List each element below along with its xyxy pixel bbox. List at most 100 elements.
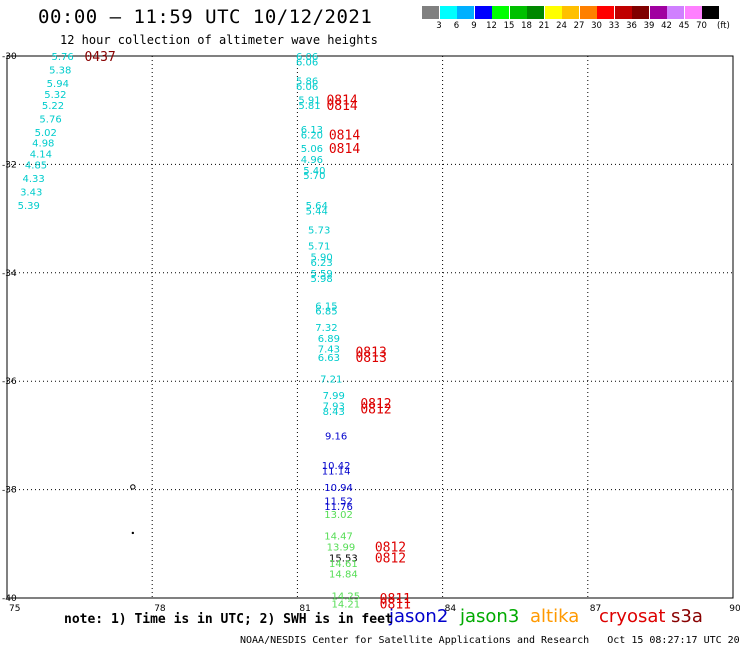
- color-scale-swatch: [649, 6, 667, 19]
- swh-value-label: 7.21: [320, 374, 342, 385]
- swh-value-label: 6.13: [301, 125, 323, 136]
- swh-value-label: 11.52: [324, 496, 353, 507]
- pass-time-label: 0811: [380, 592, 411, 607]
- swh-value-label: 14.84: [329, 570, 358, 581]
- swh-value-label: 5.06: [301, 144, 323, 155]
- color-scale-swatch: [684, 6, 702, 19]
- swh-value-label: 7.43: [318, 345, 340, 356]
- swh-value-label: 5.73: [308, 225, 330, 236]
- swh-value-label: 6.06: [296, 57, 318, 68]
- color-scale-label: 12: [486, 21, 497, 31]
- swh-value-label: 5.44: [306, 206, 328, 217]
- color-scale-swatch: [667, 6, 684, 19]
- pass-time-label: 0437: [84, 50, 115, 65]
- swh-value-label: 14.21: [331, 599, 360, 610]
- pass-time-label: 0813: [355, 345, 386, 360]
- color-scale-label: 36: [626, 21, 637, 31]
- swh-value-label: 5.76: [52, 52, 74, 63]
- color-scale-swatch: [544, 6, 562, 19]
- color-scale-swatch: [579, 6, 597, 19]
- swh-value-label: 7.99: [323, 391, 345, 402]
- chart-title: 00:00 – 11:59 UTC 10/12/2021: [38, 6, 373, 28]
- swh-value-label: 14.25: [331, 591, 360, 602]
- pass-time-label: 0814: [326, 93, 357, 108]
- color-scale-swatch: [597, 6, 614, 19]
- satellite-legend-s3a: s3a: [671, 606, 703, 627]
- swh-value-label: 9.16: [325, 431, 347, 442]
- swh-value-label: 5.02: [35, 128, 57, 139]
- color-scale-label: 9: [471, 21, 477, 31]
- color-scale-swatch: [509, 6, 527, 19]
- color-scale-label: 24: [556, 21, 567, 31]
- y-tick-label: -32: [2, 160, 17, 170]
- swh-value-label: 10.94: [324, 483, 353, 494]
- swh-value-label: 5.70: [303, 171, 325, 182]
- x-tick-label: 90: [729, 604, 740, 614]
- x-tick-label: 81: [299, 604, 310, 614]
- swh-value-label: 5.90: [310, 253, 332, 264]
- color-scale-swatch: [702, 6, 719, 19]
- color-scale-label: 33: [608, 21, 620, 31]
- swh-value-label: 5.64: [306, 201, 328, 212]
- pass-time-label: 0814: [329, 129, 360, 144]
- swh-value-label: 7.32: [315, 323, 337, 334]
- satellite-legend: jason2 jason3 altika cryosat s3a: [0, 606, 740, 632]
- color-scale-swatch: [457, 6, 474, 19]
- swh-value-label: 4.85: [25, 160, 47, 171]
- swh-value-label: 11.14: [322, 467, 351, 478]
- swh-value-label: 5.22: [42, 101, 64, 112]
- color-scale-swatch: [562, 6, 579, 19]
- x-tick-label: 87: [590, 604, 601, 614]
- y-tick-label: -38: [2, 486, 17, 496]
- swh-value-label: 5.59: [310, 269, 332, 280]
- swh-value-label: 6.15: [315, 301, 337, 312]
- pass-time-label: 0814: [326, 99, 357, 114]
- swh-value-label: 5.40: [303, 166, 325, 177]
- color-scale-label: 3: [436, 21, 442, 31]
- swh-value-label: 5.32: [44, 90, 66, 101]
- swh-value-label: 3.43: [20, 188, 42, 199]
- swh-value-label: 13.99: [327, 543, 356, 554]
- footer-credit: NOAA/NESDIS Center for Satellite Applica…: [240, 635, 740, 646]
- swh-value-label: 5.71: [308, 242, 330, 253]
- swh-value-label: 5.86: [296, 76, 318, 87]
- swh-value-label: 4.98: [32, 139, 54, 150]
- swh-value-label: 6.63: [318, 353, 340, 364]
- y-tick-label: -40: [2, 594, 17, 604]
- color-scale-swatch: [474, 6, 492, 19]
- y-tick-label: -34: [2, 269, 17, 279]
- color-scale-swatch: [422, 6, 439, 19]
- color-scale-swatch: [439, 6, 457, 19]
- marker-circle: [130, 484, 136, 490]
- color-scale-swatch: [527, 6, 544, 19]
- color-scale-label: 70: [696, 21, 707, 31]
- pass-time-label: 0811: [380, 597, 411, 612]
- color-scale-label: 6: [453, 21, 460, 31]
- color-scale-label: 18: [521, 21, 532, 31]
- swh-value-label: 6.23: [310, 258, 332, 269]
- swh-value-label: 5.38: [49, 66, 71, 77]
- swh-value-label: 5.91: [298, 95, 320, 106]
- swh-value-label: 15.53: [329, 553, 358, 564]
- x-tick-label: 78: [154, 604, 166, 614]
- pass-time-label: 0813: [355, 351, 386, 366]
- swh-value-label: 5.39: [18, 201, 40, 212]
- color-scale-label: 30: [591, 21, 602, 31]
- chart-subtitle: 12 hour collection of altimeter wave hei…: [60, 33, 378, 47]
- pass-time-label: 0812: [375, 551, 406, 566]
- swh-value-label: 6.06: [296, 82, 318, 93]
- color-scale-label: 27: [573, 21, 585, 31]
- color-scale-label: 42: [661, 21, 672, 31]
- swh-value-label: 5.81: [298, 101, 320, 112]
- swh-value-label: 14.61: [329, 559, 358, 570]
- swh-value-label: 13.02: [324, 510, 353, 521]
- swh-value-label: 14.47: [324, 532, 353, 543]
- y-tick-label: -30: [2, 52, 17, 62]
- satellite-legend-cryosat: cryosat: [599, 606, 666, 627]
- footer-note: note: 1) Time is in UTC; 2) SWH is in fe…: [64, 612, 393, 627]
- color-scale-swatch: [632, 6, 649, 19]
- satellite-legend-jason3: jason3: [460, 606, 520, 627]
- color-scale-swatch: [492, 6, 509, 19]
- swh-value-label: 6.89: [318, 334, 340, 345]
